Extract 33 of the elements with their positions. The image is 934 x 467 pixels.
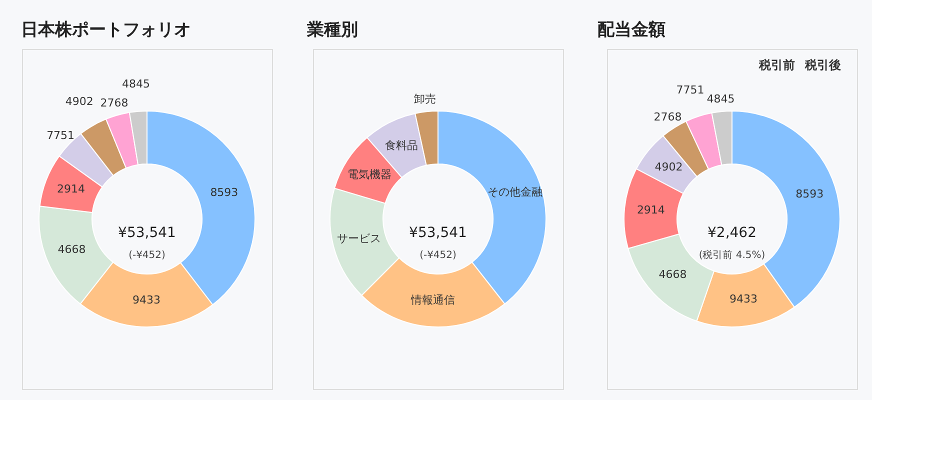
slice-label: 4845 xyxy=(706,92,735,106)
slice-label: 電気機器 xyxy=(347,168,392,181)
slice-label: 2768 xyxy=(100,96,128,110)
text: 税引後 xyxy=(804,58,841,72)
slice-label: 9433 xyxy=(729,292,758,306)
slice-label: 8593 xyxy=(210,186,238,199)
slice-label: サービス xyxy=(336,232,381,246)
slice-label: 9433 xyxy=(132,294,160,306)
chart-title: 日本株ポートフォリオ xyxy=(21,20,192,40)
chart-title: 配当金額 xyxy=(598,20,666,40)
slice-label: 4902 xyxy=(654,160,683,174)
text: (-¥452) xyxy=(128,250,166,261)
slice-label: 4902 xyxy=(65,95,94,108)
slice-label: 2768 xyxy=(654,110,682,124)
slice-label: 4845 xyxy=(122,77,150,90)
text: ¥53,541 xyxy=(118,225,176,241)
chart-title: 業種別 xyxy=(306,20,358,40)
slice-label: 2914 xyxy=(57,182,86,196)
slice-label: 8593 xyxy=(796,187,824,200)
slice-label: その他金融 xyxy=(488,185,543,198)
slice-label: 食料品 xyxy=(384,139,418,152)
text: ¥53,541 xyxy=(409,225,467,241)
slice-label: 卸売 xyxy=(414,92,436,106)
slice-label: 7751 xyxy=(46,128,75,142)
slice-label: 2914 xyxy=(636,204,665,217)
slice-label: 4668 xyxy=(58,243,86,256)
text: (-¥452) xyxy=(420,250,457,261)
slice-label: 情報通信 xyxy=(410,293,456,306)
text: (税引前 4.5%) xyxy=(698,249,766,261)
slice-label: 4668 xyxy=(658,268,687,281)
slice-label: 7751 xyxy=(676,84,704,97)
text: 税引前 xyxy=(758,58,795,72)
text: ¥2,462 xyxy=(708,225,756,241)
